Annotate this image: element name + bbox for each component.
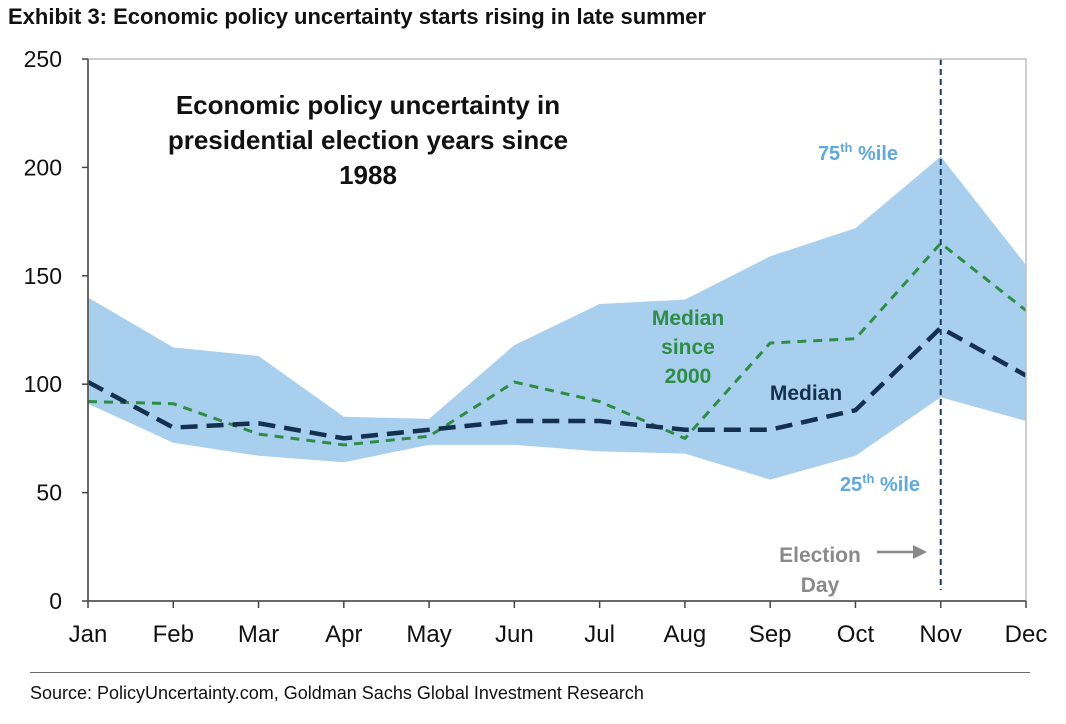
election-arrow-head xyxy=(913,545,927,559)
chart-title-line: 1988 xyxy=(339,160,397,190)
x-tick-label: Jun xyxy=(495,621,534,648)
source-note: Source: PolicyUncertainty.com, Goldman S… xyxy=(30,683,644,703)
chart-title-line: presidential election years since xyxy=(168,125,568,155)
annotations-layer: Economic policy uncertainty in presidenti… xyxy=(168,90,927,597)
axes-layer: 0 50 100 150 200 250 Jan Feb Mar Apr May Jun Jul Aug S… xyxy=(24,46,1048,648)
x-tick-label: Jul xyxy=(584,621,615,648)
x-tick-label: May xyxy=(406,621,451,648)
x-tick-label: Aug xyxy=(664,621,707,648)
series-lines-layer xyxy=(86,241,1028,447)
x-tick-label: Apr xyxy=(325,621,362,648)
x-tick-label: Dec xyxy=(1005,621,1048,648)
chart-title-line: Economic policy uncertainty in xyxy=(176,90,560,120)
election-day-label: Election Day xyxy=(779,544,861,597)
median-label: Median xyxy=(770,382,842,405)
x-tick-label: Mar xyxy=(238,621,279,648)
exhibit-title: Exhibit 3: Economic policy uncertainty s… xyxy=(8,4,707,29)
y-tick-label: 50 xyxy=(36,480,62,506)
chart-title: Economic policy uncertainty in presidenti… xyxy=(168,90,568,190)
x-tick-label: Sep xyxy=(749,621,792,648)
y-tick-label: 200 xyxy=(24,154,62,180)
y-tick-label: 0 xyxy=(49,588,62,614)
x-tick-label: Jan xyxy=(69,621,108,648)
x-tick-label: Oct xyxy=(837,621,875,648)
median-since-2000-label: Median since 2000 xyxy=(652,307,724,388)
x-tick-label: Nov xyxy=(919,621,962,648)
series-median xyxy=(86,325,1028,441)
band-layer xyxy=(88,156,1026,480)
p25-label: 25th %ile xyxy=(840,471,920,496)
p75-label: 75th %ile xyxy=(818,140,898,165)
x-tick-label: Feb xyxy=(153,621,194,648)
y-tick-label: 250 xyxy=(24,46,62,72)
y-tick-label: 150 xyxy=(24,263,62,289)
percentile-band xyxy=(88,156,1026,480)
source-divider xyxy=(30,672,1030,673)
y-tick-label: 100 xyxy=(24,371,62,397)
series-median-since-2000 xyxy=(87,241,1027,447)
